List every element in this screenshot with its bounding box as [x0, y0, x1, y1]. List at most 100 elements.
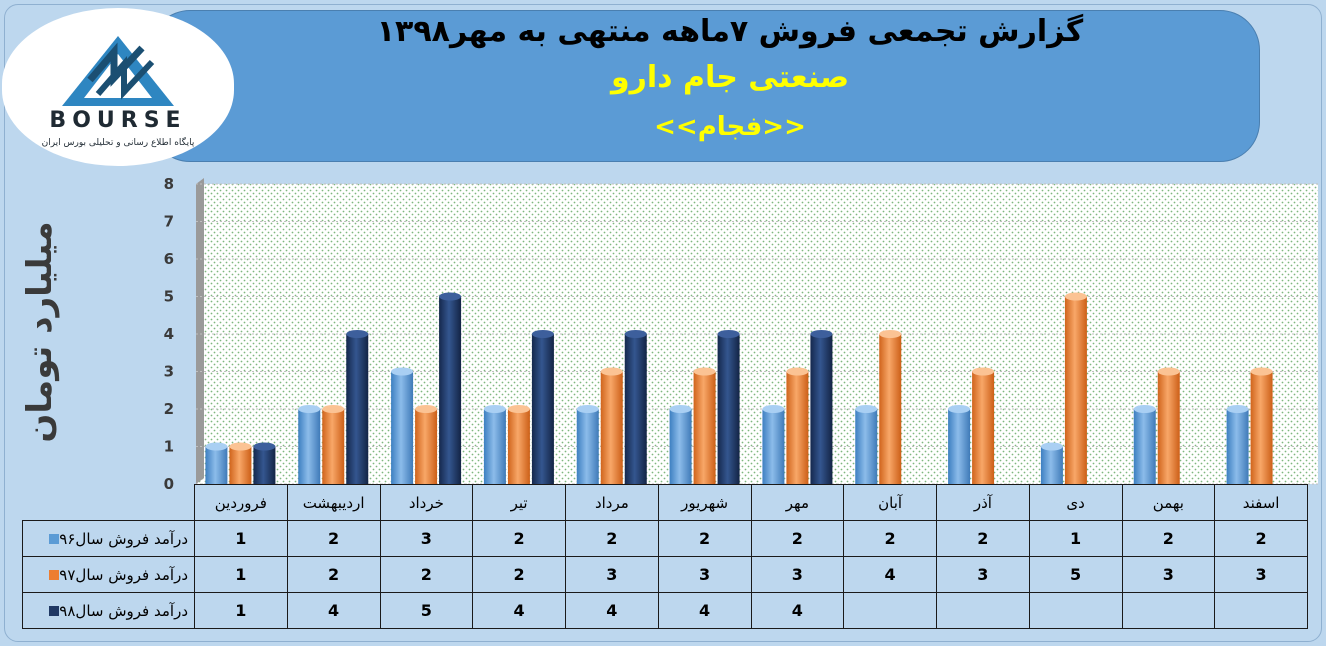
bar-2-0	[253, 442, 276, 484]
table-row: درآمد فروش سال۹۸ 1 4 5 4 4 4 4	[22, 592, 1308, 629]
bar-2-3	[531, 330, 554, 484]
data-label: 4	[750, 592, 845, 629]
bar-2-1	[346, 330, 369, 484]
data-label: 1	[194, 592, 288, 629]
data-label: 3	[657, 556, 752, 593]
bar-1-11	[1250, 367, 1273, 484]
bar-2-2	[439, 292, 462, 484]
category-label: مرداد	[565, 484, 659, 521]
bar-1-6	[786, 367, 809, 484]
category-label: دی	[1028, 484, 1123, 521]
bar-1-0	[229, 442, 252, 484]
data-label: 1	[1028, 520, 1123, 557]
category-label: شهریور	[657, 484, 752, 521]
bar-0-1	[298, 405, 321, 484]
legend-swatch	[49, 570, 60, 580]
data-label: 2	[750, 520, 845, 557]
data-label: 4	[843, 556, 937, 593]
bar-0-10	[1133, 405, 1156, 484]
legend-entry: درآمد فروش سال۹۸	[22, 592, 195, 629]
data-label: 5	[379, 592, 474, 629]
category-label: آذر	[936, 484, 1030, 521]
data-label: 2	[286, 556, 381, 593]
ticker-symbol: <<فجام>>	[654, 112, 806, 142]
category-label: مهر	[750, 484, 845, 521]
bar-2-5	[717, 330, 740, 484]
report-title: گزارش تجمعی فروش ۷ماهه منتهی به مهر۱۳۹۸	[376, 14, 1084, 49]
category-label: خرداد	[379, 484, 474, 521]
data-label: 2	[1214, 520, 1308, 557]
bar-1-10	[1157, 367, 1180, 484]
table-row: درآمد فروش سال۹۶ 1 2 3 2 2 2 2 2 2 1 2 2	[22, 520, 1308, 557]
header-banner	[150, 10, 1260, 162]
data-label	[843, 592, 937, 629]
data-label	[1028, 592, 1123, 629]
bar-1-4	[600, 367, 623, 484]
bar-1-2	[415, 405, 438, 484]
data-label: 2	[843, 520, 937, 557]
bar-0-11	[1226, 405, 1249, 484]
category-label: بهمن	[1121, 484, 1216, 521]
bar-1-1	[322, 405, 345, 484]
legend-entry: درآمد فروش سال۹۷	[22, 556, 195, 593]
bar-1-5	[693, 367, 716, 484]
bourse-logo: BOURSE پایگاه اطلاع رسانی و تحلیلی بورس …	[2, 8, 234, 166]
bar-2-4	[624, 330, 647, 484]
bar-1-3	[507, 405, 530, 484]
bar-1-7	[879, 330, 902, 484]
data-label: 1	[194, 520, 288, 557]
y-tick-label: 4	[164, 325, 174, 343]
bar-0-9	[1040, 442, 1063, 484]
logo-text: BOURSE	[49, 108, 187, 133]
series-name: درآمد فروش سال۹۸	[59, 601, 188, 620]
bar-2-6	[810, 330, 833, 484]
data-label: 2	[657, 520, 752, 557]
legend-swatch	[49, 534, 60, 544]
table-header-row: فروردین اردیبهشت خرداد تیر مرداد شهریور مهر آبا…	[22, 484, 1308, 521]
y-tick-label: 5	[164, 288, 174, 306]
category-label: فروردین	[194, 484, 288, 521]
data-label: 2	[472, 556, 566, 593]
bar-0-0	[205, 442, 228, 484]
bourse-logo-icon	[62, 36, 174, 106]
category-label: آبان	[843, 484, 937, 521]
legend-swatch	[49, 606, 60, 616]
bar-0-7	[855, 405, 878, 484]
data-label: 5	[1028, 556, 1123, 593]
bar-0-4	[576, 405, 599, 484]
y-tick-label: 3	[164, 363, 174, 381]
data-label: 2	[1121, 520, 1216, 557]
series-name: درآمد فروش سال۹۷	[59, 565, 188, 584]
category-label: تیر	[472, 484, 566, 521]
y-tick-label: 2	[164, 400, 174, 418]
category-label: اسفند	[1214, 484, 1308, 521]
data-label: 2	[565, 520, 659, 557]
data-label: 2	[936, 520, 1030, 557]
bar-0-2	[391, 367, 414, 484]
data-label	[936, 592, 1030, 629]
plot-side-wall	[196, 178, 204, 484]
y-tick-label: 6	[164, 250, 174, 268]
bar-0-6	[762, 405, 785, 484]
data-label: 2	[379, 556, 474, 593]
data-table: فروردین اردیبهشت خرداد تیر مرداد شهریور مهر آبا…	[22, 484, 1308, 629]
y-tick-label: 7	[164, 213, 174, 231]
data-label: 1	[194, 556, 288, 593]
y-tick-label: 8	[164, 175, 174, 193]
data-label: 2	[472, 520, 566, 557]
data-label: 4	[472, 592, 566, 629]
y-tick-label: 1	[164, 438, 174, 456]
bar-1-9	[1064, 292, 1087, 484]
data-label: 4	[565, 592, 659, 629]
data-label: 3	[750, 556, 845, 593]
data-label: 3	[1214, 556, 1308, 593]
bar-0-5	[669, 405, 692, 484]
y-tick-label: 0	[164, 475, 174, 493]
data-label: 3	[936, 556, 1030, 593]
data-label: 2	[286, 520, 381, 557]
category-label: اردیبهشت	[286, 484, 381, 521]
logo-subtitle: پایگاه اطلاع رسانی و تحلیلی بورس ایران	[41, 138, 195, 148]
data-label: 3	[565, 556, 659, 593]
table-row: درآمد فروش سال۹۷ 1 2 2 2 3 3 3 4 3 5 3 3	[22, 556, 1308, 593]
